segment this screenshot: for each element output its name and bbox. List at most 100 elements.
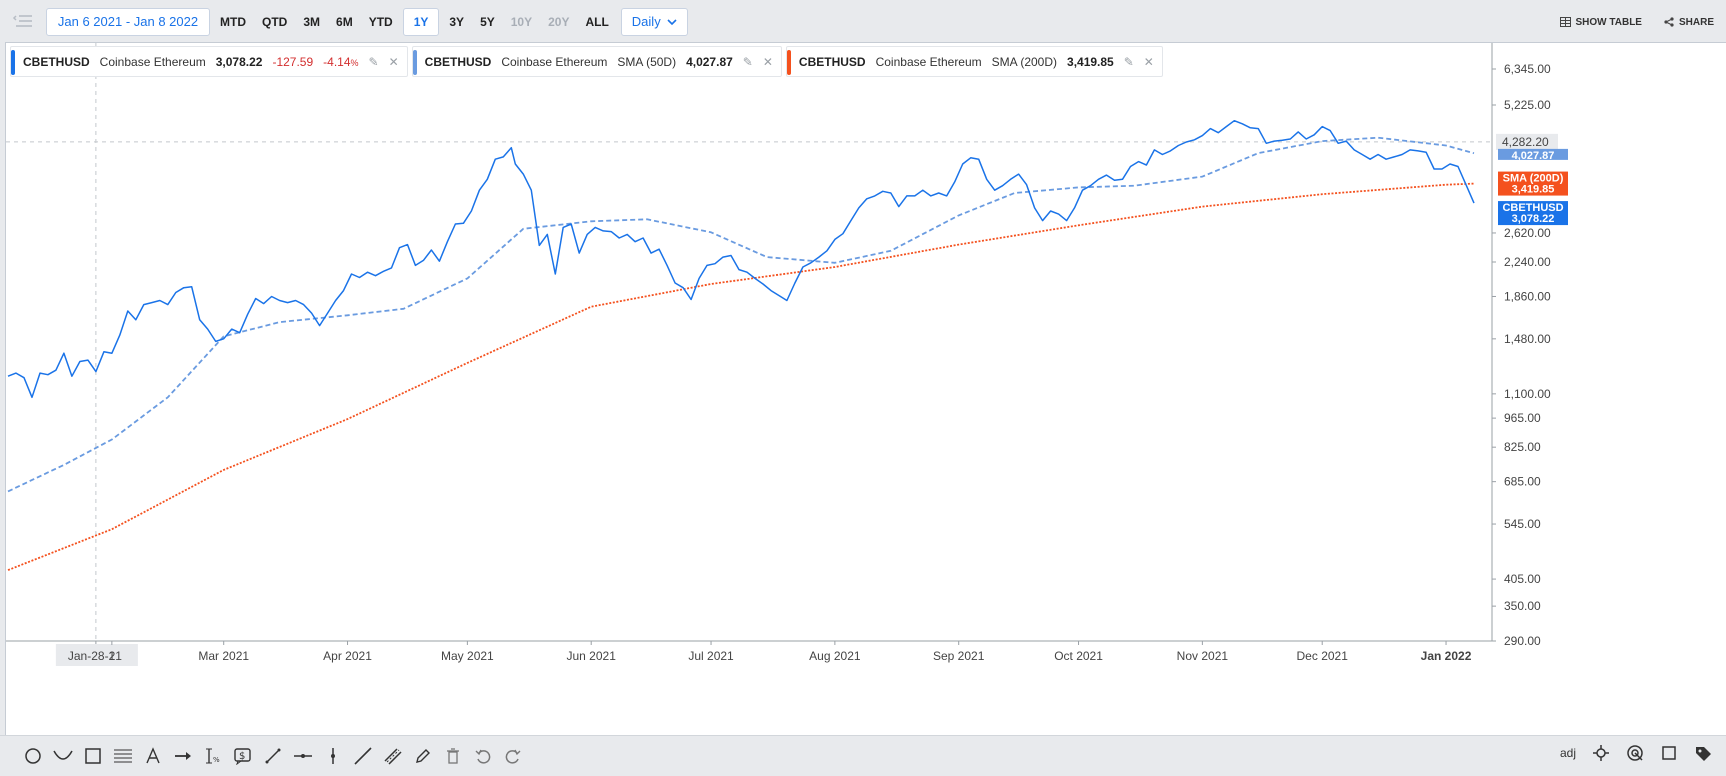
range-button-mtd[interactable]: MTD (220, 15, 246, 29)
price-chart[interactable]: 290.00 350.00 405.00 545.00 685.00 825.00 965.… (6, 43, 1726, 736)
legend-chip[interactable]: CBETHUSD Coinbase Ethereum SMA (200D) 3,419… (785, 46, 1163, 77)
top-toolbar: Jan 6 2021 - Jan 8 2022 MTD QTD 3M 6M YTD 1Y 3… (0, 0, 1726, 42)
legend-change-pct-value: -4.14 (323, 54, 351, 69)
chart-settings: adj (1560, 744, 1714, 762)
y-tick-label: 2,620.00 (1504, 226, 1551, 240)
show-table-button[interactable]: SHOW TABLE (1559, 17, 1642, 28)
close-icon[interactable]: ✕ (762, 54, 773, 69)
range-buttons: MTD QTD 3M 6M YTD 1Y 3Y 5Y 10Y 20Y ALL Daily (212, 8, 688, 36)
range-button-6m[interactable]: 6M (336, 15, 353, 29)
drawing-toolbar: % $ adj (0, 735, 1726, 776)
price-tag-label: 4,027.87 (1512, 150, 1555, 162)
collapse-menu-icon[interactable] (12, 10, 34, 32)
circle-tool-icon[interactable] (18, 744, 48, 768)
legend-pct-sign: % (350, 57, 359, 68)
legend-name: Coinbase Ethereum (99, 54, 206, 69)
drawing-tools: % $ (18, 744, 528, 768)
x-tick-label: Dec 2021 (1297, 649, 1349, 663)
y-tick-label: 1,480.00 (1504, 332, 1551, 346)
segment-tool-icon[interactable] (258, 744, 288, 768)
x-tick-label: Mar 2021 (198, 649, 249, 663)
legend-name: Coinbase Ethereum (875, 54, 982, 69)
tags-icon[interactable] (1694, 744, 1714, 762)
x-tick-label: Sep 2021 (933, 649, 985, 663)
arrow-tool-icon[interactable] (168, 744, 198, 768)
crosshair-icon[interactable] (1592, 744, 1610, 762)
magnet-icon[interactable] (1626, 744, 1644, 762)
price-tag-0 (1498, 201, 1568, 226)
legend-symbol: CBETHUSD (798, 54, 866, 69)
x-tick-label: Jul 2021 (688, 649, 734, 663)
series-line-sma-50d (7, 136, 1475, 493)
y-tick-label: 6,345.00 (1504, 62, 1551, 76)
fullscreen-icon[interactable] (1660, 744, 1678, 762)
y-tick-label: 350.00 (1504, 599, 1541, 613)
range-button-3m[interactable]: 3M (303, 15, 321, 29)
y-tick-label: 5,225.00 (1504, 98, 1551, 112)
interval-select[interactable]: Daily (620, 8, 688, 36)
legend-value: 4,027.87 (686, 54, 733, 69)
legend-name: Coinbase Ethereum (501, 54, 608, 69)
horizontal-line-tool-icon[interactable] (288, 744, 318, 768)
legend-chip[interactable]: CBETHUSD Coinbase Ethereum SMA (50D) 4,027.… (411, 46, 782, 77)
undo-icon[interactable] (468, 744, 498, 768)
range-button-ytd[interactable]: YTD (368, 15, 393, 29)
close-icon[interactable]: ✕ (388, 54, 399, 69)
edit-series-icon[interactable]: ✎ (368, 54, 379, 69)
interval-label: Daily (631, 14, 661, 29)
range-button-5y[interactable]: 5Y (480, 15, 495, 29)
range-button-10y[interactable]: 10Y (510, 15, 533, 29)
legend-chip[interactable]: CBETHUSD Coinbase Ethereum 3,078.22 -127.59… (10, 46, 408, 77)
date-range-picker[interactable]: Jan 6 2021 - Jan 8 2022 (46, 8, 210, 36)
y-tick-label: 1,860.00 (1504, 289, 1551, 303)
range-button-all[interactable]: ALL (585, 15, 609, 29)
pencil-tool-icon[interactable] (408, 744, 438, 768)
share-button[interactable]: SHARE (1664, 17, 1714, 28)
legend-indicator: SMA (50D) (617, 54, 677, 69)
edit-series-icon[interactable]: ✎ (1123, 54, 1134, 69)
x-tick-label: 1 (109, 649, 116, 663)
y-tick-label: 965.00 (1504, 411, 1541, 425)
x-tick-label: Nov 2021 (1177, 649, 1229, 663)
rectangle-tool-icon[interactable] (78, 744, 108, 768)
y-tick-label: 2,240.00 (1504, 255, 1551, 269)
fib-lines-tool-icon[interactable] (108, 744, 138, 768)
share-icon (1664, 17, 1674, 27)
legend-change: -127.59 (272, 54, 314, 69)
price-tag-2 (1498, 171, 1568, 196)
text-tool-icon[interactable] (138, 744, 168, 768)
adjusted-toggle[interactable]: adj (1559, 746, 1576, 760)
x-tick-label: Jun 2021 (567, 649, 617, 663)
legend-color-swatch (412, 50, 417, 75)
range-button-3y[interactable]: 3Y (449, 15, 465, 29)
x-tick-label: Aug 2021 (809, 649, 861, 663)
legend-indicator: SMA (200D) (991, 54, 1058, 69)
svg-text:$: $ (239, 751, 245, 762)
series-line-cbethusd (7, 119, 1475, 399)
y-tick-label: 1,100.00 (1504, 387, 1551, 401)
redo-icon[interactable] (498, 744, 528, 768)
trash-icon[interactable] (438, 744, 468, 768)
range-button-20y[interactable]: 20Y (548, 15, 570, 29)
trend-line-tool-icon[interactable] (348, 744, 378, 768)
range-button-1y[interactable]: 1Y (402, 8, 440, 36)
price-tag-label: 3,078.22 (1512, 213, 1555, 225)
chart-panel[interactable]: 290.00 350.00 405.00 545.00 685.00 825.00 965.… (5, 42, 1726, 735)
vertical-line-tool-icon[interactable] (318, 744, 348, 768)
y-tick-label: 825.00 (1504, 440, 1541, 454)
price-note-tool-icon[interactable]: $ (228, 744, 258, 768)
price-range-tool-icon[interactable]: % (198, 744, 228, 768)
close-icon[interactable]: ✕ (1143, 54, 1154, 69)
range-button-qtd[interactable]: QTD (262, 15, 288, 29)
series-legend: CBETHUSD Coinbase Ethereum 3,078.22 -127.59… (10, 46, 1163, 77)
price-tag-label: SMA (200D) (1503, 173, 1564, 185)
legend-value: 3,419.85 (1067, 54, 1114, 69)
edit-series-icon[interactable]: ✎ (742, 54, 753, 69)
crosshair-date-box (55, 644, 138, 666)
legend-symbol: CBETHUSD (424, 54, 492, 69)
y-tick-label: 290.00 (1504, 634, 1541, 648)
svg-text:%: % (213, 756, 220, 764)
arc-tool-icon[interactable] (48, 744, 78, 768)
channel-tool-icon[interactable] (378, 744, 408, 768)
legend-value: 3,078.22 (215, 54, 263, 69)
